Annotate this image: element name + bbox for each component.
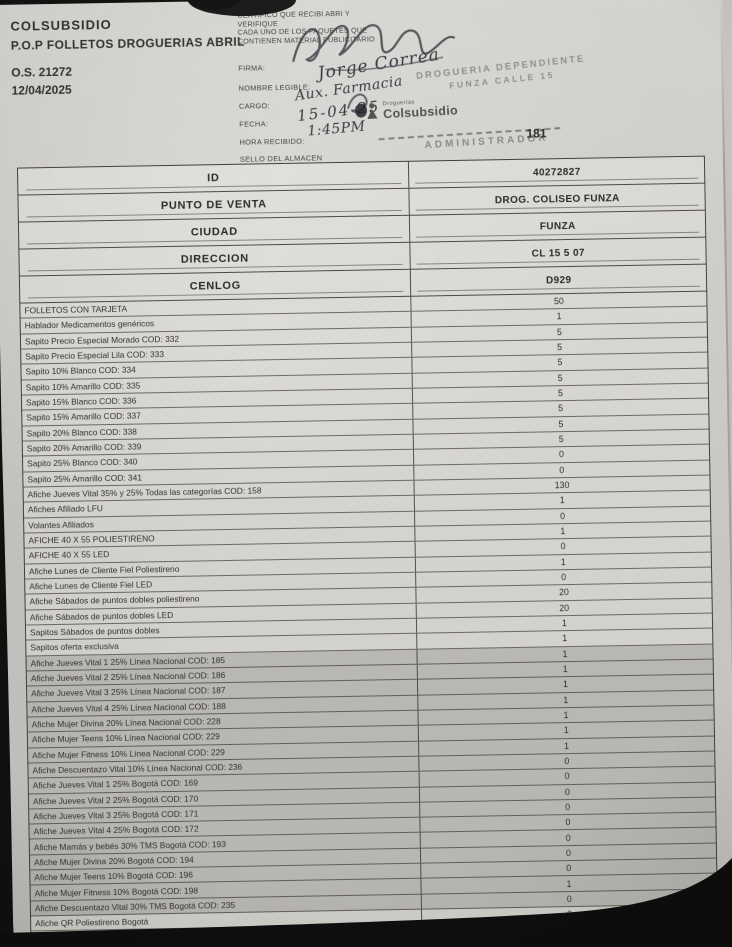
order-date: 12/04/2025 xyxy=(11,82,72,98)
fecha-label: FECHA: xyxy=(239,119,269,129)
info-field-value: CL 15 5 07 xyxy=(411,238,706,269)
hora-label: HORA RECIBIDO: xyxy=(239,136,305,147)
colsubsidio-stamp: Droguerías Colsubsidio xyxy=(364,97,459,122)
certificate-line: CONTIENEN MATERIAL PUBLICITARIO xyxy=(237,34,375,46)
firma-label: FIRMA: xyxy=(238,63,266,73)
certificate-text: CERTIFICO QUE RECIBI ABRI Y VERIFIQUE CA… xyxy=(237,9,375,46)
info-field-value: D929 xyxy=(411,265,706,296)
info-field-value: FUNZA xyxy=(410,211,705,242)
company-name: COLSUBSIDIO xyxy=(10,16,112,34)
delivery-table: ID 40272827 PUNTO DE VENTA DROG. COLISEO FU… xyxy=(16,155,720,947)
document-title: P.O.P FOLLETOS DROGUERIAS ABRIL xyxy=(10,34,245,53)
info-table: ID 40272827 PUNTO DE VENTA DROG. COLISEO FU… xyxy=(17,156,707,304)
colsubsidio-stamp-main: Colsubsidio xyxy=(382,103,459,122)
items-table: FOLLETOS CON TARJETA 50 Hablador Medicamen… xyxy=(20,291,718,947)
info-field-value: DROG. COLISEO FUNZA xyxy=(410,184,705,215)
info-field-value: 40272827 xyxy=(409,157,704,188)
header-left: COLSUBSIDIO P.O.P FOLLETOS DROGUERIAS AB… xyxy=(10,15,245,53)
drogueria-stamp: DROGUERIA DEPENDIENTE FUNZA CALLE 15 xyxy=(416,53,587,94)
order-number: O.S. 21272 xyxy=(11,64,73,80)
colsubsidio-logo-icon xyxy=(367,103,378,120)
cargo-label: CARGO: xyxy=(238,101,270,111)
handwritten-admin-number: 181 xyxy=(526,126,547,141)
